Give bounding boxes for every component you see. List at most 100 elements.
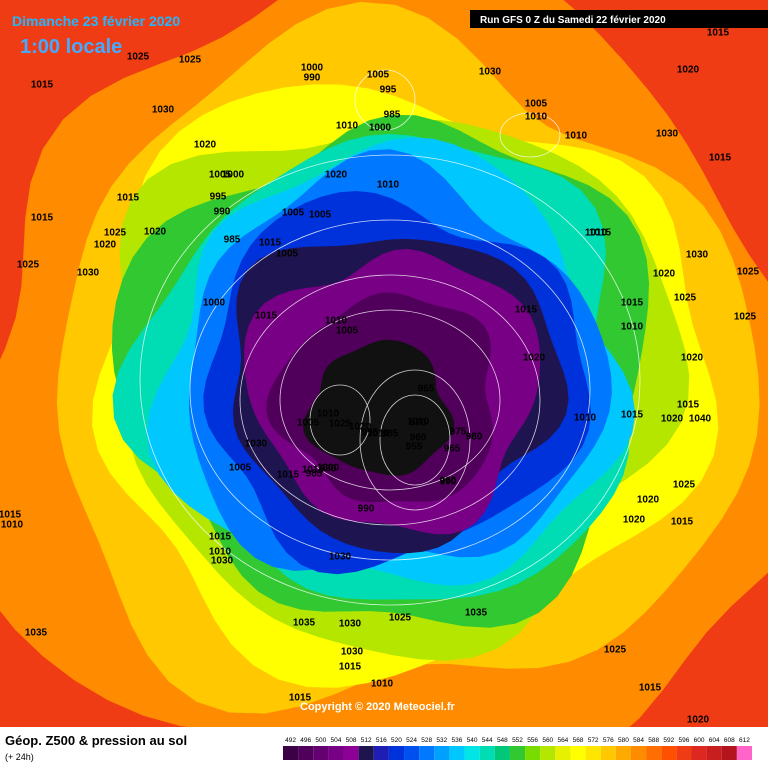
isobar-label: 995 (362, 428, 379, 439)
isobar-label: 1020 (677, 65, 700, 76)
isobar-label: 1030 (211, 556, 234, 567)
colorbar-swatch (449, 746, 465, 760)
run-box (470, 10, 768, 28)
isobar-label: 1010 (621, 322, 644, 333)
colorbar-label: 508 (346, 737, 357, 744)
colorbar-swatch (328, 746, 344, 760)
isobar-label: 1025 (604, 645, 627, 656)
isobar-label: 1030 (329, 552, 352, 563)
isobar-label: 1020 (94, 240, 117, 251)
isobar-label: 990 (304, 73, 321, 84)
isobar-label: 1000 (222, 170, 245, 181)
colorbar: 492 496 500 504 508 512 516 520 524 528 532 536 540 5… (283, 737, 752, 760)
isobar-label: 1025 (389, 613, 412, 624)
colorbar-label: 496 (300, 737, 311, 744)
colorbar-swatch (570, 746, 586, 760)
colorbar-label: 516 (376, 737, 387, 744)
isobar-label: 1015 (0, 510, 22, 521)
isobar-label: 975 (450, 427, 467, 438)
isobar-label: 1005 (297, 418, 320, 429)
isobar-label: 1010 (585, 228, 608, 239)
isobar-label: 955 (406, 442, 423, 453)
isobar-label: 1010 (574, 413, 597, 424)
isobar-label: 1015 (515, 305, 538, 316)
isobar-label: 1020 (194, 140, 217, 151)
colorbar-swatch (630, 746, 647, 760)
isobar-label: 990 (320, 464, 337, 475)
colorbar-label: 492 (285, 737, 296, 744)
isobar-label: 1015 (277, 470, 300, 481)
colorbar-swatch (555, 746, 571, 760)
isobar-label: 985 (384, 110, 401, 121)
colorbar-swatch (646, 746, 662, 760)
isobar-label: 1025 (737, 267, 760, 278)
isobar-label: 1030 (656, 129, 679, 140)
colorbar-swatch (358, 746, 374, 760)
colorbar-label: 596 (678, 737, 689, 744)
isobar-label: 1030 (341, 647, 364, 658)
colorbar-swatch (706, 746, 722, 760)
colorbar-label: 528 (421, 737, 432, 744)
isobar-label: 1005 (209, 170, 232, 181)
isobar-label: 1015 (255, 311, 278, 322)
colorbar-swatch (540, 746, 556, 760)
isobar-label: 980 (466, 432, 483, 443)
isobar-label: 1015 (709, 153, 732, 164)
isobar-label: 1010 (377, 180, 400, 191)
isobar-label: 1030 (339, 619, 362, 630)
colorbar-label: 560 (542, 737, 553, 744)
isobar-label: 1005 (367, 70, 390, 81)
isobar-label: 1015 (259, 238, 282, 249)
isobar-label: 1030 (152, 105, 175, 116)
isobar-label: 995 (380, 85, 397, 96)
colorbar-swatch (343, 746, 359, 760)
isobar-label: 1005 (229, 463, 252, 474)
isobar-label: 1015 (339, 662, 362, 673)
colorbar-label: 584 (633, 737, 644, 744)
colorbar-label: 512 (361, 737, 372, 744)
colorbar-label: 536 (452, 737, 463, 744)
isobar-label: 1020 (144, 227, 167, 238)
isobar-label: 985 (306, 469, 323, 480)
isobar-label: 1000 (369, 123, 392, 134)
colorbar-label: 568 (573, 737, 584, 744)
isobar-label: 990 (214, 207, 231, 218)
map-time: 1:00 locale (20, 36, 122, 58)
isobar-label: 1015 (677, 400, 700, 411)
isobar-label: 1015 (289, 693, 312, 704)
isobar-label: 1025 (329, 419, 352, 430)
isobar-label: 1015 (589, 228, 612, 239)
isobar-label: 1015 (302, 465, 325, 476)
colorbar-label: 588 (648, 737, 659, 744)
isobar-label: 960 (440, 476, 457, 487)
colorbar-label: 520 (391, 737, 402, 744)
colorbar-swatch (434, 746, 450, 760)
isobar-label: 1015 (31, 213, 54, 224)
isobar-label: 1030 (479, 67, 502, 78)
isobar-label: 1030 (77, 268, 100, 279)
isobar-label: 1010 (317, 409, 340, 420)
isobar-label: 1030 (245, 439, 268, 450)
isobar-label: 1000 (203, 298, 226, 309)
colorbar-swatch (585, 746, 601, 760)
isobar-label: 1030 (686, 250, 709, 261)
colorbar-swatch (388, 746, 405, 760)
isobar-label: 1000 (317, 463, 340, 474)
isobar-label: 1025 (734, 312, 757, 323)
isobar-label: 1020 (687, 715, 710, 726)
colorbar-label: 504 (331, 737, 342, 744)
colorbar-swatch (419, 746, 435, 760)
isobar-label: 1005 (525, 99, 548, 110)
field-ring (303, 339, 454, 476)
colorbar-label: 580 (618, 737, 629, 744)
isobar-label: 1015 (209, 532, 232, 543)
isobar-label: 1015 (117, 193, 140, 204)
colorbar-label: 592 (663, 737, 674, 744)
isobar-label: 1035 (25, 628, 48, 639)
isobar-label: 1025 (17, 260, 40, 271)
isobar-label: 1010 (325, 316, 348, 327)
isobar-label: 1010 (565, 131, 588, 142)
colorbar-label: 576 (603, 737, 614, 744)
isobars (139, 69, 641, 606)
